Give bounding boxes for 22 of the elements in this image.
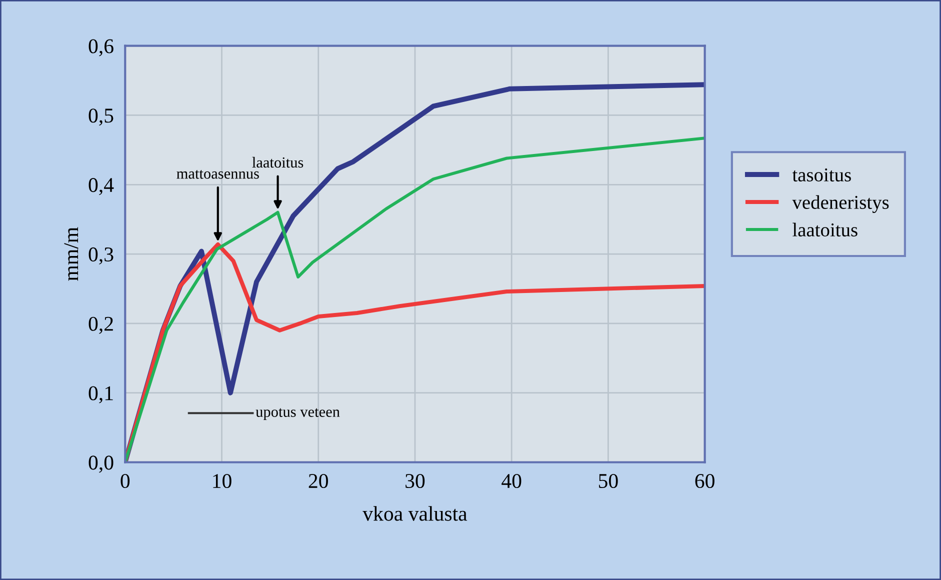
x-tick-label: 50 <box>598 474 618 488</box>
x-tick-label: 10 <box>213 474 232 488</box>
y-tick-label: 0,0 <box>88 456 114 473</box>
legend-label: tasoitus <box>792 168 851 182</box>
x-tick-label: 40 <box>502 474 522 488</box>
y-tick-label: 0,6 <box>88 39 114 56</box>
x-tick-label: 30 <box>406 474 425 488</box>
y-axis-title: mm/m <box>64 227 78 281</box>
annotation: laatoitus <box>252 156 304 168</box>
x-tick-label: 0 <box>120 474 130 488</box>
x-tick-label: 20 <box>308 474 328 488</box>
y-tick-label: 0,3 <box>88 247 114 264</box>
x-axis-title: vkoa valusta <box>362 506 468 521</box>
y-tick-label: 0,4 <box>88 178 114 196</box>
y-tick-label: 0,2 <box>88 316 113 334</box>
x-tick-label: 60 <box>695 474 714 488</box>
annotation: mattoasennus <box>176 170 259 179</box>
legend-label: vedeneristys <box>792 195 889 213</box>
y-tick-label: 0,1 <box>88 386 113 404</box>
y-tick-label: 0,5 <box>88 108 114 126</box>
legend-label: laatoitus <box>792 222 858 236</box>
annotation: upotus veteen <box>256 408 340 420</box>
